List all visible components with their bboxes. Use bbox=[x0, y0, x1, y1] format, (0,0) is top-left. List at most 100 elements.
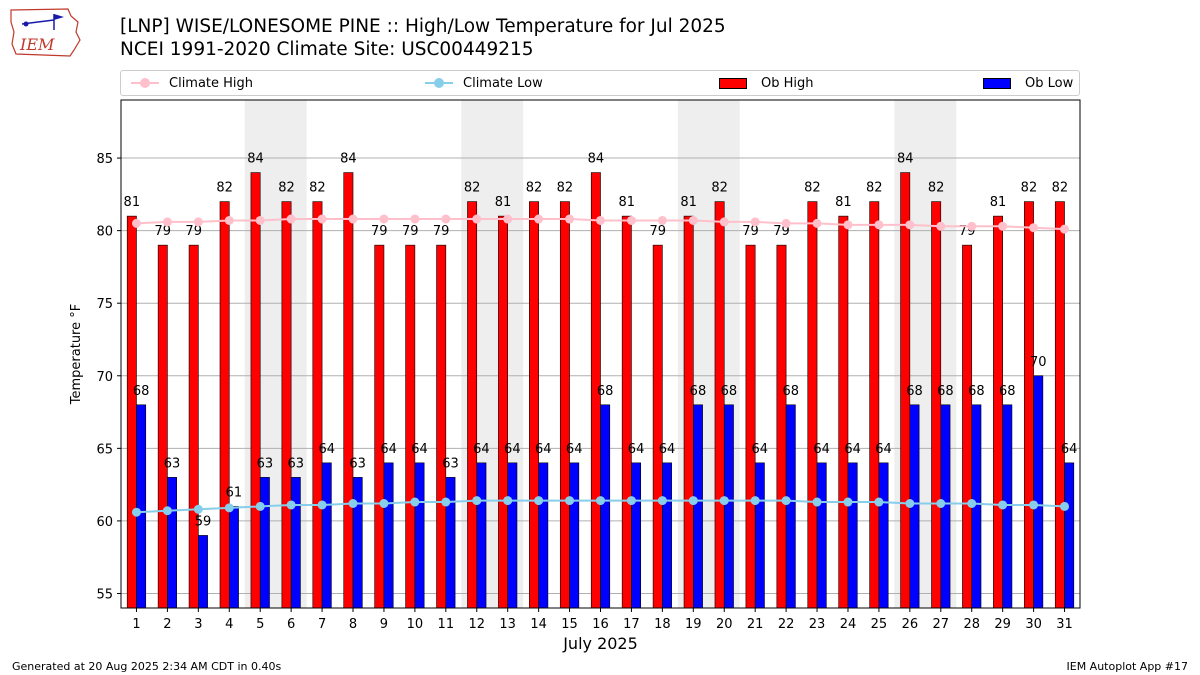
x-tick-label: 4 bbox=[225, 617, 233, 632]
x-tick-label: 14 bbox=[530, 617, 547, 632]
ob-high-label: 84 bbox=[588, 152, 605, 167]
ob-low-bar bbox=[1033, 375, 1044, 609]
ob-low-label: 68 bbox=[968, 384, 985, 399]
ob-high-bar bbox=[559, 201, 570, 609]
ob-low-label: 64 bbox=[411, 442, 428, 457]
climate-high-point bbox=[688, 215, 698, 225]
ob-low-label: 64 bbox=[752, 442, 769, 457]
ob-high-bar bbox=[621, 215, 632, 609]
ob-low-bar bbox=[228, 506, 239, 609]
climate-high-point bbox=[472, 214, 482, 224]
ob-low-bar bbox=[693, 404, 703, 609]
climate-high-point bbox=[224, 215, 234, 225]
climate-high-point bbox=[317, 214, 327, 224]
climate-high-point bbox=[162, 217, 172, 227]
y-axis-label: Temperature °F bbox=[69, 304, 84, 405]
x-tick-label: 21 bbox=[747, 617, 764, 632]
ob-low-label: 64 bbox=[628, 442, 645, 457]
climate-low-point bbox=[874, 497, 884, 507]
ob-high-label: 79 bbox=[773, 224, 790, 239]
ob-low-label: 63 bbox=[257, 456, 274, 471]
x-tick-label: 8 bbox=[349, 617, 357, 632]
x-tick-label: 28 bbox=[963, 617, 980, 632]
ob-high-bar bbox=[931, 201, 942, 609]
climate-low-point bbox=[317, 500, 327, 510]
climate-high-point bbox=[998, 221, 1008, 231]
ob-high-label: 81 bbox=[990, 195, 1007, 210]
ob-low-bar bbox=[352, 477, 363, 609]
ob-low-label: 64 bbox=[566, 442, 583, 457]
x-tick-label: 25 bbox=[871, 617, 888, 632]
footer-app: IEM Autoplot App #17 bbox=[1066, 660, 1189, 673]
ob-high-label: 84 bbox=[340, 152, 357, 167]
y-tick-label: 70 bbox=[96, 370, 113, 385]
ob-high-label: 81 bbox=[495, 195, 512, 210]
climate-low-point bbox=[224, 503, 234, 513]
ob-low-bar bbox=[754, 462, 765, 609]
climate-low-point bbox=[441, 497, 451, 507]
ob-high-label: 82 bbox=[216, 181, 233, 196]
ob-high-bar bbox=[312, 201, 323, 609]
ob-low-bar bbox=[198, 535, 208, 609]
ob-low-label: 64 bbox=[875, 442, 892, 457]
ob-low-bar bbox=[723, 404, 734, 609]
x-tick-label: 5 bbox=[256, 617, 264, 632]
ob-high-label: 84 bbox=[897, 152, 914, 167]
ob-high-bar bbox=[281, 201, 292, 609]
svg-text:IEM: IEM bbox=[19, 35, 55, 54]
ob-high-bar bbox=[188, 244, 199, 609]
ob-high-label: 79 bbox=[402, 224, 419, 239]
ob-low-label: 64 bbox=[813, 442, 830, 457]
ob-low-bar bbox=[445, 477, 456, 609]
ob-high-swatch bbox=[719, 77, 747, 89]
ob-high-bar bbox=[652, 244, 663, 609]
climate-low-point bbox=[688, 496, 698, 506]
climate-high-point bbox=[441, 214, 451, 224]
ob-low-bar bbox=[816, 462, 827, 609]
ob-high-label: 82 bbox=[278, 181, 295, 196]
climate-high-point bbox=[1060, 224, 1070, 234]
ob-low-label: 63 bbox=[349, 456, 366, 471]
ob-low-bar bbox=[1064, 462, 1075, 609]
y-tick-label: 55 bbox=[96, 587, 113, 602]
ob-high-bar bbox=[126, 215, 137, 609]
y-tick-label: 65 bbox=[96, 442, 113, 457]
ob-low-bar bbox=[167, 477, 177, 609]
x-tick-label: 17 bbox=[623, 617, 640, 632]
climate-high-point bbox=[874, 220, 884, 230]
ob-low-label: 64 bbox=[535, 442, 552, 457]
climate-high-point bbox=[843, 220, 853, 230]
ob-high-bar bbox=[807, 201, 818, 609]
climate-low-swatch bbox=[425, 78, 453, 88]
climate-high-point bbox=[503, 214, 513, 224]
ob-high-label: 81 bbox=[619, 195, 636, 210]
legend-item-ob-low: Ob Low bbox=[983, 71, 1073, 95]
ob-high-label: 82 bbox=[1021, 181, 1038, 196]
x-tick-label: 30 bbox=[1025, 617, 1042, 632]
x-tick-label: 2 bbox=[163, 617, 171, 632]
y-tick-label: 85 bbox=[96, 152, 113, 167]
ob-low-bar bbox=[507, 462, 518, 609]
climate-high-swatch bbox=[131, 78, 159, 88]
climate-low-point bbox=[348, 498, 358, 508]
ob-low-label: 63 bbox=[288, 456, 305, 471]
climate-high-point bbox=[626, 215, 636, 225]
chart-title: [LNP] WISE/LONESOME PINE :: High/Low Tem… bbox=[120, 16, 726, 37]
ob-high-label: 82 bbox=[526, 181, 543, 196]
x-tick-label: 18 bbox=[654, 617, 671, 632]
ob-high-label: 82 bbox=[309, 181, 326, 196]
legend-label-ob-high: Ob High bbox=[761, 75, 814, 91]
ob-low-label: 68 bbox=[597, 384, 614, 399]
ob-low-label: 64 bbox=[844, 442, 861, 457]
y-tick-label: 75 bbox=[96, 297, 113, 312]
climate-low-point bbox=[503, 496, 513, 506]
ob-low-bar bbox=[785, 404, 796, 609]
ob-high-bar bbox=[405, 244, 416, 609]
climate-low-point bbox=[1060, 501, 1070, 511]
x-tick-label: 15 bbox=[561, 617, 578, 632]
climate-low-point bbox=[193, 504, 203, 514]
ob-low-bar bbox=[847, 462, 858, 609]
climate-high-point bbox=[348, 214, 358, 224]
ob-low-label: 63 bbox=[442, 456, 459, 471]
